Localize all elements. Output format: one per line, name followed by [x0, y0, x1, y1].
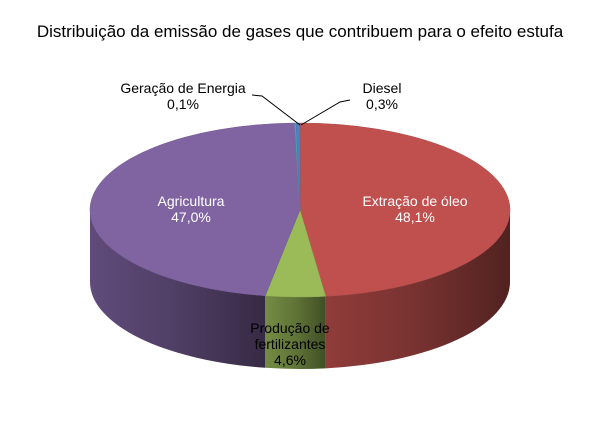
slice-labels: Extração de óleo 48,1% Produção de fertiliz… — [120, 80, 467, 368]
slice-top — [89, 122, 301, 297]
leader-line — [300, 99, 351, 126]
slice-label: Diesel 0,3% — [363, 80, 402, 112]
pie-tops — [89, 122, 511, 298]
slice-label: Extração de óleo 48,1% — [362, 193, 467, 225]
slice-label: Geração de Energia 0,1% — [120, 80, 246, 112]
slice-side — [90, 210, 266, 368]
pie-sides — [90, 210, 510, 369]
slice-label: Agricultura 47,0% — [158, 193, 225, 225]
slice-side — [325, 210, 510, 369]
slice-side — [265, 295, 326, 369]
chart-title: Distribuição da emissão de gases que con… — [37, 22, 564, 41]
slice-top — [299, 122, 511, 297]
slice-label: Produção de fertilizantes 4,6% — [250, 320, 330, 368]
leader-lines — [251, 94, 351, 126]
leader-line — [251, 94, 301, 126]
